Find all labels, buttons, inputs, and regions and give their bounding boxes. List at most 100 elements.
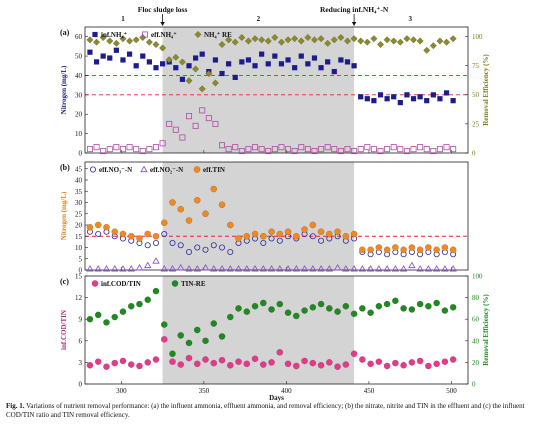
data-point xyxy=(397,100,403,106)
y2-tick-label: 50 xyxy=(472,91,480,99)
data-point xyxy=(259,232,267,240)
data-point xyxy=(326,305,333,312)
data-point xyxy=(210,359,218,367)
data-point xyxy=(417,94,423,100)
data-point xyxy=(94,311,102,319)
data-point xyxy=(284,309,292,317)
data-point xyxy=(251,355,259,363)
data-point xyxy=(416,246,424,254)
event-arrow-head xyxy=(160,22,165,26)
data-point xyxy=(437,96,443,102)
data-point xyxy=(152,257,160,264)
data-point xyxy=(424,98,430,104)
y-tick-label: 3 xyxy=(79,359,83,367)
y2-tick-label: 100 xyxy=(472,273,483,281)
data-point xyxy=(317,35,325,43)
data-point xyxy=(106,37,114,45)
data-point xyxy=(243,265,251,272)
data-point xyxy=(291,148,298,155)
data-point xyxy=(298,53,304,59)
data-point xyxy=(219,70,225,77)
data-point xyxy=(133,146,140,153)
data-point xyxy=(210,185,218,193)
data-point xyxy=(112,39,120,47)
data-point xyxy=(292,65,298,71)
data-point xyxy=(297,37,305,45)
data-point xyxy=(449,35,457,43)
y-tick-label: 12 xyxy=(75,294,83,302)
data-point xyxy=(185,217,193,224)
data-point xyxy=(232,144,239,151)
data-point xyxy=(375,244,383,251)
data-point xyxy=(127,361,135,368)
legend-marker xyxy=(91,280,99,287)
panel-frame-layer xyxy=(84,26,469,385)
data-point xyxy=(251,302,259,310)
y2-tick-label: 80 xyxy=(472,294,480,302)
y-tick-label: 50 xyxy=(75,53,83,61)
data-point xyxy=(152,287,160,295)
data-point xyxy=(375,302,383,310)
data-point xyxy=(304,34,312,41)
data-point xyxy=(357,146,364,153)
data-point xyxy=(153,65,159,71)
data-point xyxy=(423,146,430,153)
data-point xyxy=(94,221,102,229)
data-point xyxy=(397,146,404,153)
data-point xyxy=(350,350,358,358)
y-tick-label: 35 xyxy=(75,188,83,196)
data-point xyxy=(251,35,259,43)
data-point xyxy=(133,63,139,69)
data-point xyxy=(172,53,180,61)
data-point xyxy=(99,34,107,41)
data-point xyxy=(450,98,456,104)
data-point xyxy=(367,360,374,368)
data-point xyxy=(443,144,450,151)
data-point xyxy=(93,38,101,46)
data-point xyxy=(276,300,284,308)
data-point xyxy=(350,310,358,318)
data-point xyxy=(146,146,153,153)
y-tick-label: 25 xyxy=(75,210,83,218)
data-point xyxy=(86,265,94,272)
data-point xyxy=(342,265,350,272)
data-point xyxy=(103,223,110,231)
data-point xyxy=(259,51,265,57)
data-point xyxy=(186,248,193,255)
data-point xyxy=(318,146,325,153)
data-point xyxy=(416,300,424,308)
shaded-region-layer xyxy=(162,27,355,384)
data-point xyxy=(291,35,299,43)
data-point xyxy=(152,41,160,48)
data-point xyxy=(337,34,345,41)
data-point xyxy=(342,232,350,240)
x-tick-label: 400 xyxy=(281,387,292,395)
data-point xyxy=(264,37,272,45)
y2-tick-label: 100 xyxy=(472,33,483,41)
data-point xyxy=(235,235,242,242)
panel-label: (b) xyxy=(60,163,70,172)
data-point xyxy=(433,246,440,254)
data-point xyxy=(430,92,436,98)
y-tick-label: 6 xyxy=(79,337,83,345)
data-point xyxy=(325,265,334,272)
data-point xyxy=(309,265,317,272)
data-point xyxy=(160,219,168,227)
data-point xyxy=(127,302,135,310)
panel-frame xyxy=(84,26,469,154)
data-point xyxy=(301,226,308,233)
data-point xyxy=(334,308,341,315)
data-point xyxy=(278,61,285,67)
x-tick-label: 500 xyxy=(446,387,457,395)
data-point xyxy=(384,146,391,153)
panel-frame xyxy=(84,275,469,385)
data-point xyxy=(139,148,146,155)
legend-label: TIN-RE xyxy=(181,280,206,288)
data-point xyxy=(309,359,317,367)
y-tick-label: 15 xyxy=(75,273,83,281)
data-point xyxy=(318,237,325,244)
data-point xyxy=(126,37,134,45)
data-point xyxy=(400,361,407,369)
data-point xyxy=(144,359,152,366)
